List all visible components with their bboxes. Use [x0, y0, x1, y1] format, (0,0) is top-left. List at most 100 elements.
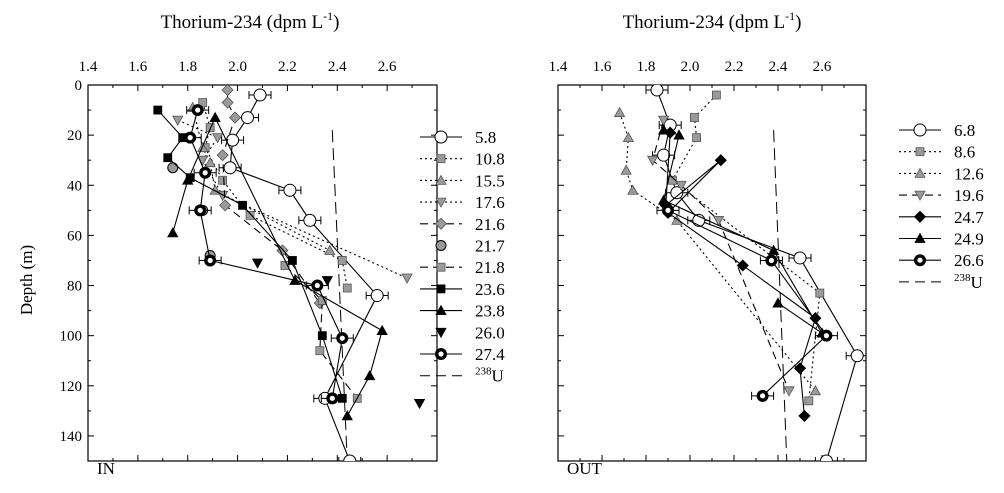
legend-label: 8.6: [954, 143, 975, 162]
legend-item: 10.8: [420, 150, 505, 169]
data-point: [303, 213, 317, 227]
legend-item: 15.5: [420, 171, 505, 190]
legend-item: 19.6: [899, 186, 984, 205]
legend-label: 6.8: [954, 121, 975, 140]
data-point: [809, 384, 822, 396]
data-point: [198, 98, 208, 107]
data-point: [253, 88, 267, 102]
legend-item-uranium: 238U: [899, 272, 983, 292]
panel-out-label: OUT: [567, 459, 603, 478]
data-point: [712, 215, 725, 227]
data-point: [204, 254, 217, 267]
legend-in: 5.8 10.8 15.5 17.6 21.6 21.7 21.8 23.6 23.8 26.0 2…: [420, 128, 505, 386]
legend-marker: [434, 217, 448, 230]
data-point: [657, 194, 670, 205]
data-point: [714, 154, 727, 167]
data-point: [798, 409, 811, 422]
data-point: [219, 199, 232, 212]
legend-marker: [913, 210, 927, 223]
data-point: [673, 129, 685, 140]
x-tick-label: 2.4: [769, 59, 788, 75]
series-line: [229, 94, 378, 461]
data-point: [820, 329, 833, 342]
series-line: [662, 129, 823, 334]
data-point: [692, 133, 701, 143]
data-point: [283, 183, 297, 197]
data-point: [675, 180, 687, 192]
data-point: [804, 396, 814, 406]
legend-marker: [914, 232, 926, 243]
x-tick-label: 1.8: [637, 59, 656, 75]
data-point: [341, 410, 353, 421]
legend-marker: [436, 262, 446, 272]
series-in-23.6: [153, 105, 347, 403]
data-point: [191, 104, 204, 117]
legend-label: 12.6: [954, 164, 984, 183]
data-point: [646, 155, 659, 167]
data-point: [401, 273, 413, 284]
y-tick-label: 0: [75, 78, 83, 94]
x-tick-label: 1.8: [178, 59, 197, 75]
legend-item-uranium: 238U: [420, 366, 504, 386]
legend-item: 26.0: [435, 323, 505, 342]
series-out-8.6: [668, 90, 825, 406]
legend-item: 27.4: [420, 345, 505, 364]
data-point: [280, 261, 290, 270]
plot-area-in: [153, 85, 426, 461]
legend-label: 19.6: [954, 186, 984, 205]
series-in-5.8: [218, 88, 389, 461]
data-point: [184, 131, 197, 144]
data-point: [229, 111, 242, 124]
legend-label: 15.5: [475, 171, 505, 190]
legend-marker: [435, 240, 447, 251]
panel-in-ylabel: Depth (m): [17, 245, 36, 315]
data-point: [337, 256, 347, 265]
legend-marker: [434, 130, 448, 144]
data-point: [182, 174, 194, 185]
legend-label: 23.6: [475, 280, 505, 299]
data-point: [850, 349, 864, 363]
legend-item: 23.6: [420, 280, 505, 299]
series-line: [667, 209, 828, 397]
legend-item: 23.8: [420, 302, 505, 321]
legend-marker: [435, 327, 447, 339]
data-point: [376, 324, 388, 336]
y-tick-label: 140: [60, 429, 83, 445]
x-tick-label: 2.2: [725, 59, 744, 75]
x-tick-label: 2.6: [378, 59, 397, 75]
x-tick-label: 1.4: [549, 59, 568, 75]
panel-in: Thorium-234 (dpm L-1) Depth (m) IN 1.4 1.…: [17, 9, 505, 478]
uranium-238-line: [773, 130, 788, 461]
data-point: [370, 289, 384, 303]
panel-out-title: Thorium-234 (dpm L-1): [623, 9, 802, 33]
data-point: [783, 386, 795, 397]
x-tick-label: 2.0: [681, 59, 700, 75]
y-tick-label: 20: [67, 128, 82, 144]
data-point: [167, 162, 179, 174]
y-tick-label: 120: [60, 379, 83, 395]
error-bar: [338, 457, 362, 461]
data-point: [815, 288, 825, 298]
legend-item: 5.8: [420, 128, 496, 147]
legend-item: 6.8: [899, 121, 975, 140]
data-point: [336, 332, 349, 345]
legend-marker: [914, 254, 926, 267]
legend-marker: [915, 147, 925, 157]
legend-label: 26.0: [475, 323, 505, 342]
data-point: [163, 153, 173, 163]
x-tick-label: 1.6: [128, 59, 147, 75]
legend-marker: [435, 197, 447, 208]
data-point: [342, 283, 352, 293]
legend-label: 10.8: [475, 150, 505, 169]
data-point: [324, 244, 336, 255]
data-point: [238, 200, 247, 210]
legend-item: 21.7: [435, 237, 505, 256]
panel-out: Thorium-234 (dpm L-1) OUT 1.4 1.6 1.8 2.0 2.…: [549, 9, 985, 478]
series-line: [284, 265, 358, 399]
legend-marker: [435, 304, 447, 316]
legend-item: 26.6: [899, 251, 984, 270]
plot-area-out: [613, 85, 866, 461]
data-point: [793, 251, 807, 265]
data-point: [364, 369, 376, 381]
data-point: [204, 156, 216, 168]
